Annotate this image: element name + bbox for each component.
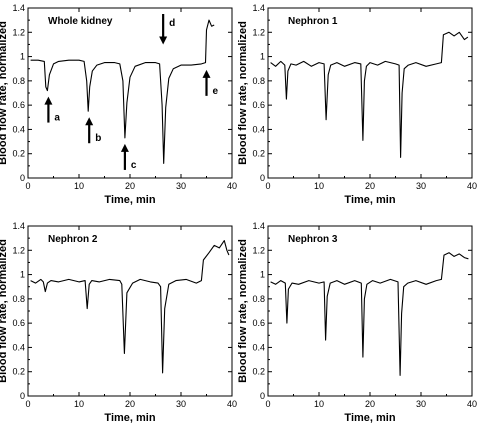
series-line: [30, 240, 230, 374]
y-tick-label: 0.2: [252, 149, 265, 159]
x-tick-label: 40: [467, 181, 477, 191]
y-tick-label: 0: [20, 391, 25, 401]
panel-title: Nephron 3: [288, 234, 338, 245]
y-tick-label: 0.2: [12, 149, 25, 159]
y-tick-label: 1.2: [12, 27, 25, 37]
y-tick-label: 0.6: [12, 100, 25, 110]
chart-panel-1: 0 10 20 30 40 0 0.2 0.4 0.6 0.8 1 1.2 1.4 Time, min Bl…: [0, 3, 237, 206]
arrow-label: b: [95, 133, 101, 144]
y-tick-label: 1.4: [252, 3, 265, 13]
x-tick-label: 20: [125, 181, 135, 191]
x-tick-label: 20: [125, 399, 135, 409]
x-tick-label: 30: [416, 181, 426, 191]
x-tick-label: 40: [227, 181, 237, 191]
y-tick-label: 0.6: [252, 100, 265, 110]
annotation-arrow-e: e: [202, 69, 219, 97]
x-tick-label: 30: [176, 399, 186, 409]
x-axis-title: Time, min: [344, 194, 395, 206]
x-tick-label: 20: [365, 399, 375, 409]
y-tick-label: 0: [260, 173, 265, 183]
y-tick-label: 1.2: [252, 245, 265, 255]
chart-panel-4: 0 10 20 30 40 0 0.2 0.4 0.6 0.8 1 1.2 1.4 Time, min Bl…: [237, 221, 477, 424]
y-tick-label: 1.4: [252, 221, 265, 231]
y-tick-label: 1.2: [252, 27, 265, 37]
arrow-label: a: [54, 113, 60, 124]
plot-frame: [27, 7, 233, 179]
x-tick-label: 30: [176, 181, 186, 191]
y-tick-label: 0.4: [252, 342, 265, 352]
plot-frame: [267, 225, 473, 397]
x-tick-label: 20: [365, 181, 375, 191]
arrow-head: [85, 117, 94, 126]
panel-title: Nephron 2: [48, 234, 98, 245]
annotation-arrow-c: c: [120, 143, 137, 171]
arrow-label: c: [131, 160, 137, 171]
y-tick-label: 0: [260, 391, 265, 401]
x-axis-title: Time, min: [104, 194, 155, 206]
arrow-head: [202, 69, 211, 78]
x-axis-title: Time, min: [104, 412, 155, 424]
y-tick-label: 1: [20, 270, 25, 280]
arrow-label: d: [169, 18, 175, 29]
y-axis-title: Blood flow rate, normalized: [237, 239, 249, 383]
y-tick-label: 0.8: [252, 294, 265, 304]
x-tick-label: 0: [265, 399, 270, 409]
y-tick-label: 0.6: [12, 318, 25, 328]
x-tick-label: 10: [74, 399, 84, 409]
chart-panel-2: 0 10 20 30 40 0 0.2 0.4 0.6 0.8 1 1.2 1.4 Time, min Bl…: [237, 3, 477, 206]
y-tick-label: 0.4: [252, 124, 265, 134]
y-axis-title: Blood flow rate, normalized: [0, 21, 9, 165]
x-tick-label: 0: [265, 181, 270, 191]
y-tick-label: 0: [20, 173, 25, 183]
y-tick-label: 1.4: [12, 3, 25, 13]
chart-panel-3: 0 10 20 30 40 0 0.2 0.4 0.6 0.8 1 1.2 1.4 Time, min Bl…: [0, 221, 237, 424]
x-axis-title: Time, min: [344, 412, 395, 424]
arrow-label: e: [213, 86, 219, 97]
y-axis-title: Blood flow rate, normalized: [0, 239, 9, 383]
y-tick-label: 1: [20, 52, 25, 62]
x-tick-label: 0: [25, 181, 30, 191]
x-tick-label: 40: [467, 399, 477, 409]
x-tick-label: 10: [314, 399, 324, 409]
annotation-arrow-a: a: [44, 96, 60, 124]
x-tick-label: 10: [314, 181, 324, 191]
y-tick-label: 0.8: [12, 76, 25, 86]
panel-title: Nephron 1: [288, 16, 338, 27]
y-tick-label: 0.8: [12, 294, 25, 304]
series-line: [270, 31, 469, 158]
y-tick-label: 0.2: [12, 367, 25, 377]
y-tick-label: 0.4: [12, 342, 25, 352]
x-tick-label: 40: [227, 399, 237, 409]
arrow-head: [120, 143, 129, 152]
arrow-head: [44, 96, 53, 105]
x-tick-label: 0: [25, 399, 30, 409]
y-axis-title: Blood flow rate, normalized: [237, 21, 249, 165]
series-line: [270, 252, 469, 376]
y-tick-label: 0.2: [252, 367, 265, 377]
plot-frame: [267, 7, 473, 179]
series-line: [30, 19, 215, 164]
plot-frame: [27, 225, 233, 397]
y-tick-label: 1: [260, 270, 265, 280]
x-tick-label: 30: [416, 399, 426, 409]
panel-title: Whole kidney: [48, 16, 113, 27]
y-tick-label: 0.8: [252, 76, 265, 86]
y-tick-label: 1.2: [12, 245, 25, 255]
y-tick-label: 0.4: [12, 124, 25, 134]
y-tick-label: 0.6: [252, 318, 265, 328]
y-tick-label: 1.4: [12, 221, 25, 231]
annotation-arrow-d: d: [159, 14, 175, 45]
y-tick-label: 1: [260, 52, 265, 62]
x-tick-label: 10: [74, 181, 84, 191]
arrow-head: [159, 36, 168, 45]
annotation-arrow-b: b: [85, 117, 101, 144]
